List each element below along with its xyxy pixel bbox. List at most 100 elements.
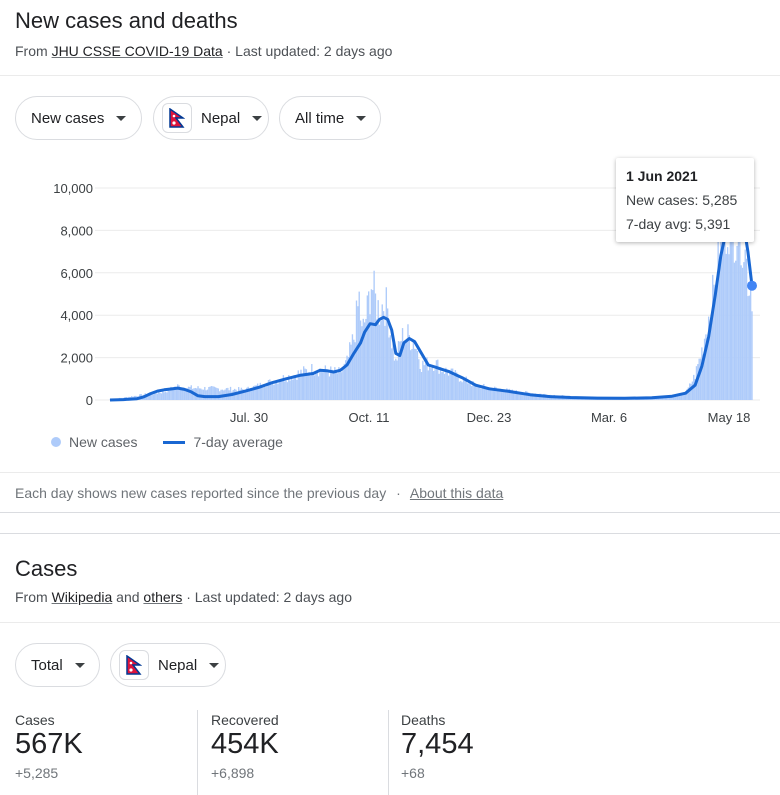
new-cases-bar (393, 360, 396, 400)
new-cases-bar (733, 262, 736, 400)
new-cases-bar (487, 388, 489, 400)
new-cases-bar (412, 341, 415, 400)
x-tick-label: May 18 (708, 410, 751, 425)
new-cases-bar (147, 394, 149, 400)
new-cases-bar (351, 334, 354, 400)
new-cases-bar (278, 380, 280, 400)
new-cases-bar (321, 372, 324, 400)
new-cases-bar (204, 386, 206, 400)
new-cases-bar (744, 249, 746, 400)
new-cases-bar (288, 375, 290, 400)
new-cases-bar (479, 385, 481, 400)
new-cases-bar (433, 370, 435, 400)
cases-chart[interactable]: 0 2,000 4,000 6,000 8,000 10,000 Jul. 30 Oct. … (0, 150, 780, 430)
new-cases-bar (347, 356, 350, 400)
stat-value: 567K (15, 728, 83, 760)
new-cases-bar (480, 388, 482, 400)
new-cases-bar (385, 287, 387, 400)
new-cases-bar (718, 268, 721, 400)
new-cases-bar (726, 247, 729, 400)
total-select-chip[interactable]: Total (15, 643, 100, 687)
new-cases-bar (405, 338, 408, 400)
new-cases-bar (735, 260, 737, 400)
new-cases-bar (303, 366, 305, 400)
stat-delta: +68 (401, 765, 425, 781)
new-cases-bar (309, 375, 312, 400)
new-cases-bar (663, 396, 665, 400)
tooltip-avg: 7-day avg: 5,391 (626, 216, 731, 232)
new-cases-bar (335, 370, 337, 400)
new-cases-bar (209, 386, 211, 400)
new-cases-bar (258, 387, 260, 400)
new-cases-bar (705, 334, 707, 400)
new-cases-bar (391, 348, 393, 400)
new-cases-bar (426, 357, 428, 400)
new-cases-bar (316, 372, 318, 400)
new-cases-bar (275, 380, 278, 400)
new-cases-bar (751, 311, 753, 400)
source-and: and (116, 589, 140, 605)
tooltip-date: 1 Jun 2021 (626, 168, 698, 184)
new-cases-bar (659, 397, 661, 400)
new-cases-bar (712, 274, 714, 400)
new-cases-bar (485, 388, 488, 400)
country-select-label: Nepal (201, 109, 241, 127)
new-cases-bar (739, 181, 741, 400)
stat-deaths: Deaths 7,454 +68 (401, 712, 474, 781)
new-cases-bar (313, 375, 316, 400)
new-cases-bar (281, 380, 283, 400)
source-link-jhu[interactable]: JHU CSSE COVID-19 Data (51, 43, 223, 59)
new-cases-bar (389, 335, 392, 400)
new-cases-bar (664, 397, 666, 400)
new-cases-bar (397, 341, 400, 400)
range-select-chip[interactable]: All time (279, 96, 381, 140)
new-cases-bar (703, 338, 706, 400)
new-cases-bar (418, 359, 420, 400)
new-cases-bar (145, 395, 148, 400)
new-cases-bar (499, 388, 501, 400)
new-cases-bar (439, 367, 442, 400)
new-cases-bar (683, 394, 685, 400)
new-cases-bar (453, 375, 455, 400)
new-cases-bar (434, 369, 436, 400)
footer-note: Each day shows new cases reported since … (15, 485, 387, 501)
new-cases-bar (473, 384, 476, 400)
new-cases-bar (296, 379, 298, 400)
new-cases-bar (400, 340, 402, 400)
new-cases-bar (244, 391, 247, 400)
divider (0, 75, 780, 76)
source-link-wikipedia[interactable]: Wikipedia (51, 589, 113, 605)
new-cases-bar (740, 265, 742, 400)
country-select-chip[interactable]: Nepal (153, 96, 269, 140)
new-cases-bar (424, 363, 427, 400)
new-cases-bar (369, 314, 371, 400)
new-cases-bar (470, 386, 473, 400)
new-cases-bar (725, 253, 727, 400)
new-cases-bar (344, 360, 347, 400)
new-cases-bar (411, 349, 413, 400)
new-cases-bar (745, 258, 748, 400)
new-cases-bar (339, 368, 341, 400)
new-cases-bar (442, 371, 444, 400)
metric-select-chip[interactable]: New cases (15, 96, 142, 140)
new-cases-bar (686, 389, 688, 400)
new-cases-bar (362, 318, 364, 400)
about-this-data-link[interactable]: About this data (409, 485, 504, 501)
divider (0, 472, 780, 473)
new-cases-bar (676, 395, 679, 400)
new-cases-bar (747, 296, 749, 400)
new-cases-bar (156, 393, 159, 400)
new-cases-bar (164, 391, 167, 400)
source-link-others[interactable]: others (143, 589, 183, 605)
new-cases-bar (378, 324, 381, 400)
new-cases-bar (667, 396, 669, 400)
country-select-chip-2[interactable]: Nepal (110, 643, 226, 687)
new-cases-bar (261, 387, 263, 400)
new-cases-bar (435, 360, 438, 400)
new-cases-bar (311, 364, 313, 400)
new-cases-bar (338, 367, 340, 400)
chart-footer: Each day shows new cases reported since … (15, 485, 503, 501)
new-cases-bar (277, 383, 279, 400)
new-cases-bar (315, 373, 317, 400)
stat-value: 7,454 (401, 728, 474, 760)
